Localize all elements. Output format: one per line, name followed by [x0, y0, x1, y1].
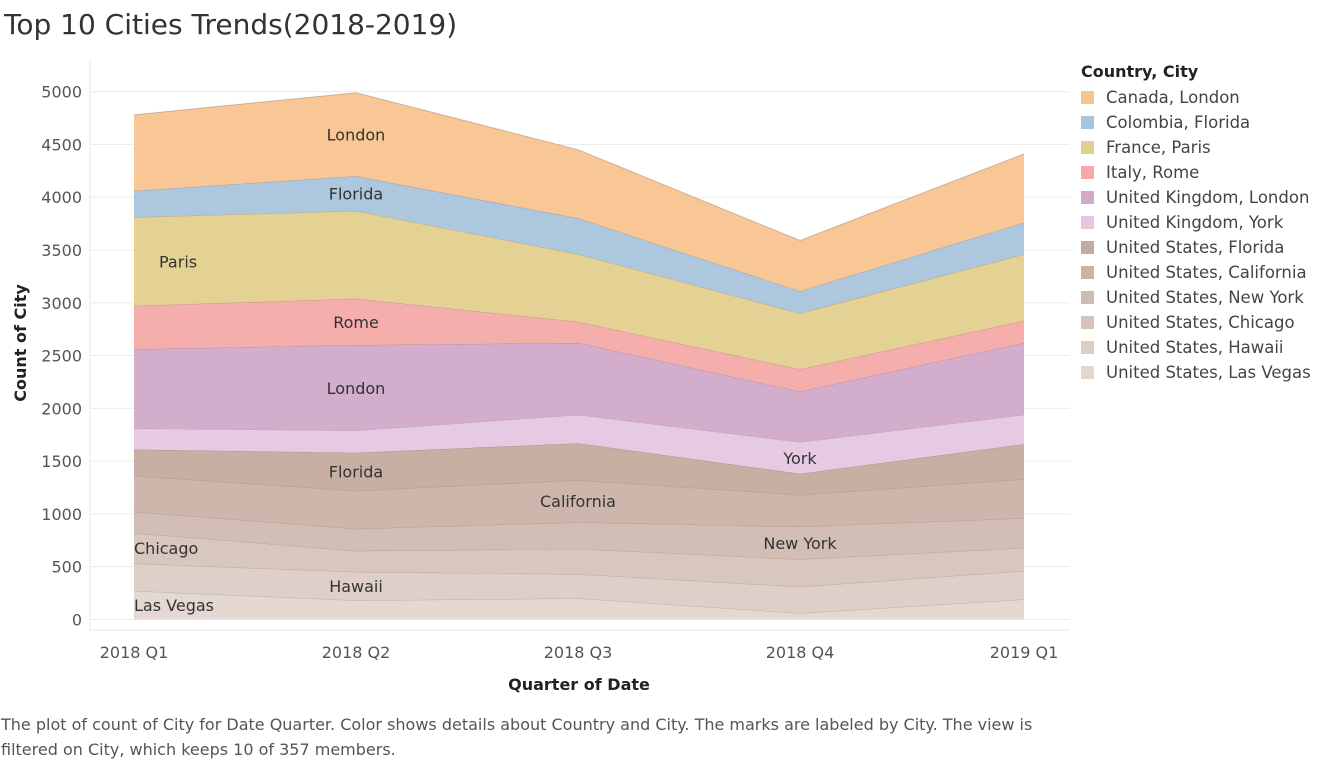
area-united-states-new-york[interactable] [134, 511, 1024, 560]
x-tick-label: 2019 Q1 [990, 643, 1059, 662]
y-tick-label: 0 [72, 610, 82, 629]
legend-label: Colombia, Florida [1106, 113, 1251, 132]
mark-label: Paris [159, 253, 197, 272]
mark-label: Florida [329, 185, 383, 204]
legend-label: United States, Florida [1106, 238, 1285, 257]
x-tick-label: 2018 Q3 [544, 643, 613, 662]
legend-label: United Kingdom, York [1106, 213, 1284, 232]
mark-label: Hawaii [329, 577, 383, 596]
legend-item[interactable]: United Kingdom, York [1081, 210, 1311, 235]
x-tick-label: 2018 Q4 [766, 643, 835, 662]
mark-label: Rome [333, 313, 379, 332]
legend-swatch [1081, 91, 1094, 104]
x-tick-label: 2018 Q1 [100, 643, 169, 662]
legend-item[interactable]: United Kingdom, London [1081, 185, 1311, 210]
y-tick-label: 1000 [41, 505, 82, 524]
area-italy-rome[interactable] [134, 298, 1024, 392]
mark-label: Las Vegas [134, 596, 214, 615]
legend-swatch [1081, 266, 1094, 279]
legend-label: France, Paris [1106, 138, 1211, 157]
mark-label: California [540, 492, 616, 511]
y-tick-label: 3500 [41, 241, 82, 260]
legend-item[interactable]: United States, California [1081, 260, 1311, 285]
y-tick-label: 4000 [41, 188, 82, 207]
legend-label: United Kingdom, London [1106, 188, 1310, 207]
legend-label: Canada, London [1106, 88, 1240, 107]
legend-swatch [1081, 216, 1094, 229]
legend-items: Canada, London Colombia, Florida France, P… [1081, 85, 1311, 385]
legend-item[interactable]: Italy, Rome [1081, 160, 1311, 185]
legend-swatch [1081, 291, 1094, 304]
y-tick-label: 5000 [41, 83, 82, 102]
y-tick-label: 4500 [41, 135, 82, 154]
legend-item[interactable]: United States, Florida [1081, 235, 1311, 260]
area-united-states-florida[interactable] [134, 443, 1024, 495]
mark-label: London [327, 379, 386, 398]
mark-label: London [327, 125, 386, 144]
area-series[interactable] [133, 92, 1025, 620]
area-edge-line [133, 92, 1025, 242]
legend-swatch [1081, 116, 1094, 129]
legend-item[interactable]: United States, Las Vegas [1081, 360, 1311, 385]
area-chart: Las Vegas Hawaii Chicago New York California… [11, 60, 1070, 694]
legend-item[interactable]: France, Paris [1081, 135, 1311, 160]
legend-swatch [1081, 316, 1094, 329]
area-united-states-las-vegas[interactable] [134, 590, 1024, 620]
area-france-paris[interactable] [134, 210, 1024, 370]
legend: Country, City Canada, London Colombia, Fl… [1081, 62, 1311, 385]
mark-label: New York [763, 534, 837, 553]
mark-labels: Las Vegas Hawaii Chicago New York California… [134, 125, 837, 615]
area-canada-london[interactable] [134, 92, 1024, 292]
legend-swatch [1081, 166, 1094, 179]
y-tick-label: 2000 [41, 399, 82, 418]
legend-label: United States, New York [1106, 288, 1304, 307]
y-tick-label: 2500 [41, 347, 82, 366]
legend-title: Country, City [1081, 62, 1199, 81]
chart-title: Top 10 Cities Trends(2018-2019) [4, 8, 458, 41]
area-colombia-florida[interactable] [134, 176, 1024, 314]
chart-caption: The plot of count of City for Date Quart… [1, 715, 1033, 759]
y-tick-label: 3000 [41, 294, 82, 313]
legend-item[interactable]: United States, New York [1081, 285, 1311, 310]
area-united-kingdom-york[interactable] [134, 414, 1024, 474]
y-axis-title: Count of City [11, 284, 30, 402]
y-axis: 0 500 1000 1500 2000 2500 3000 3500 4000 4500 5000 [41, 60, 91, 630]
area-united-states-hawaii[interactable] [134, 563, 1024, 614]
legend-item[interactable]: Canada, London [1081, 85, 1311, 110]
area-united-states-chicago[interactable] [134, 532, 1024, 587]
legend-label: United States, Las Vegas [1106, 363, 1311, 382]
legend-swatch [1081, 141, 1094, 154]
legend-swatch [1081, 341, 1094, 354]
x-axis: 2018 Q1 2018 Q2 2018 Q3 2018 Q4 2019 Q1 [100, 643, 1059, 662]
mark-label: York [782, 449, 817, 468]
legend-item[interactable]: United States, Hawaii [1081, 335, 1311, 360]
y-tick-label: 500 [51, 558, 82, 577]
legend-item[interactable]: United States, Chicago [1081, 310, 1311, 335]
legend-item[interactable]: Colombia, Florida [1081, 110, 1311, 135]
legend-label: United States, Chicago [1106, 313, 1295, 332]
y-tick-label: 1500 [41, 452, 82, 471]
x-tick-label: 2018 Q2 [322, 643, 391, 662]
legend-swatch [1081, 241, 1094, 254]
legend-swatch [1081, 366, 1094, 379]
legend-swatch [1081, 191, 1094, 204]
legend-label: United States, Hawaii [1106, 338, 1284, 357]
area-united-states-california[interactable] [134, 475, 1024, 529]
area-united-kingdom-london[interactable] [134, 342, 1024, 443]
mark-label: Florida [329, 463, 383, 482]
legend-label: Italy, Rome [1106, 163, 1200, 182]
x-axis-title: Quarter of Date [508, 675, 650, 694]
mark-label: Chicago [134, 539, 198, 558]
legend-label: United States, California [1106, 263, 1307, 282]
